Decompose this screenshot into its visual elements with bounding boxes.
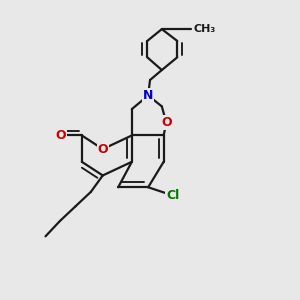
Text: N: N bbox=[143, 89, 153, 102]
Text: O: O bbox=[56, 129, 66, 142]
Text: O: O bbox=[98, 142, 108, 156]
Text: CH₃: CH₃ bbox=[194, 24, 216, 34]
Text: O: O bbox=[161, 116, 172, 129]
Text: Cl: Cl bbox=[166, 189, 179, 202]
